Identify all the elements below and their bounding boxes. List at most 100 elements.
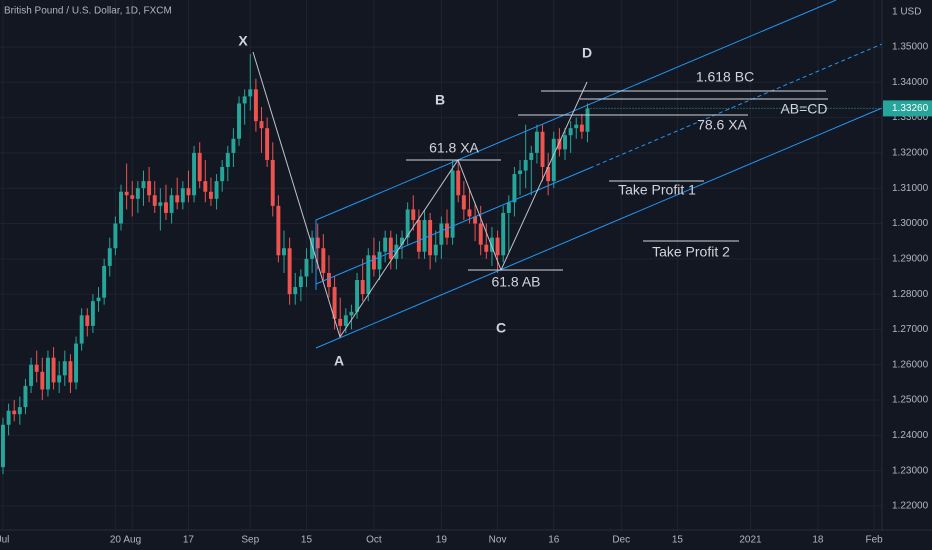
y-tick-label: 1.32000: [892, 148, 929, 159]
candle-body: [343, 315, 348, 326]
candle-body: [529, 152, 534, 160]
level-label: 61.8 AB: [491, 274, 540, 290]
candle-body: [574, 124, 579, 129]
candle-body: [332, 287, 337, 319]
candle-body: [523, 159, 528, 171]
y-tick-label: 1.29000: [892, 253, 929, 264]
x-tick-label: Sep: [241, 535, 259, 546]
candle-body: [439, 223, 444, 245]
x-tick-label: Feb: [866, 535, 884, 546]
candle-body: [456, 170, 461, 196]
candle-body: [270, 159, 275, 206]
candle-body: [461, 195, 466, 210]
candle-body: [484, 244, 489, 252]
x-tick-label: 18: [812, 535, 824, 546]
y-unit: 1 USD: [892, 7, 921, 18]
candle-body: [169, 195, 174, 213]
candle-body: [310, 237, 315, 259]
candle-body: [282, 248, 286, 256]
candle-body: [158, 202, 163, 206]
candle-body: [445, 223, 449, 238]
channel-upper: [315, 0, 837, 290]
candle-body: [113, 223, 118, 249]
candle-body: [62, 361, 67, 376]
level-label: 61.8 XA: [429, 140, 479, 156]
y-tick-label: 1.35000: [892, 42, 929, 53]
candle-body: [214, 181, 219, 199]
candle-body: [366, 255, 371, 295]
drawings: X A B C D 61.8 XA 61.8 AB 1.618 BC AB=CD…: [238, 0, 883, 369]
point-label: C: [496, 320, 506, 336]
y-tick-label: 1.27000: [892, 324, 929, 335]
x-tick-label: Jul: [0, 535, 9, 546]
candle-body: [175, 195, 180, 203]
x-tick-label: 15: [301, 535, 313, 546]
candle-body: [186, 188, 191, 196]
x-tick-label: 17: [183, 535, 195, 546]
candle-body: [551, 138, 556, 182]
candle-body: [416, 219, 421, 252]
candle-body: [231, 138, 236, 153]
candle-body: [563, 135, 567, 150]
candle-body: [242, 96, 247, 104]
candle-body: [180, 188, 185, 203]
channel-mid-ext: [589, 43, 883, 169]
candle-body: [225, 152, 230, 168]
candle-body: [119, 191, 123, 224]
candle-body: [203, 181, 208, 192]
candle-body: [197, 152, 202, 182]
level-label: AB=CD: [780, 101, 827, 117]
candle-body: [85, 315, 90, 326]
last-price-box: [883, 100, 932, 117]
candle-body: [495, 237, 500, 256]
candle-body: [546, 167, 551, 182]
channel-mid: [315, 167, 591, 285]
candle-body: [124, 191, 129, 196]
y-tick-label: 1.31000: [892, 183, 929, 194]
candle-body: [450, 170, 455, 238]
candle-body: [377, 251, 382, 270]
candle-body: [45, 357, 50, 390]
candle-body: [433, 244, 438, 256]
candle-body: [40, 371, 45, 390]
candle-body: [208, 191, 213, 199]
y-tick-label: 1.28000: [892, 289, 929, 300]
candle-body: [400, 237, 404, 245]
candle-body: [506, 202, 511, 213]
candle-body: [585, 108, 590, 132]
last-price-label: 1.33260: [892, 103, 929, 114]
candle-body: [557, 138, 562, 150]
candle-body: [428, 219, 433, 256]
channel-lower: [315, 107, 883, 349]
candle-body: [579, 124, 584, 132]
candle-body: [489, 237, 494, 252]
candle-body: [74, 343, 79, 383]
candle-body: [90, 301, 95, 326]
candle-body: [467, 209, 472, 217]
x-tick-label: Oct: [366, 535, 382, 546]
candle-body: [326, 272, 331, 288]
candle-body: [304, 258, 309, 277]
y-tick-label: 1.25000: [892, 395, 929, 406]
candle-body: [388, 237, 393, 259]
candle-body: [259, 121, 264, 129]
point-label: A: [334, 353, 344, 369]
candle-body: [355, 280, 360, 312]
candle-body: [265, 128, 270, 160]
candle-body: [411, 209, 416, 220]
candle-body: [568, 128, 573, 136]
candle-body: [287, 248, 292, 295]
candle-body: [96, 297, 101, 302]
level-label: 1.618 BC: [696, 69, 754, 85]
candle-body: [518, 170, 523, 175]
y-tick-label: 1.34000: [892, 77, 929, 88]
candle-body: [237, 103, 242, 139]
candle-body: [6, 410, 11, 425]
point-label: X: [238, 33, 248, 49]
candle-body: [298, 276, 303, 288]
x-tick-label: 16: [548, 535, 560, 546]
candle-body: [248, 89, 253, 97]
candle-body: [405, 209, 410, 238]
candle-body: [34, 364, 39, 372]
